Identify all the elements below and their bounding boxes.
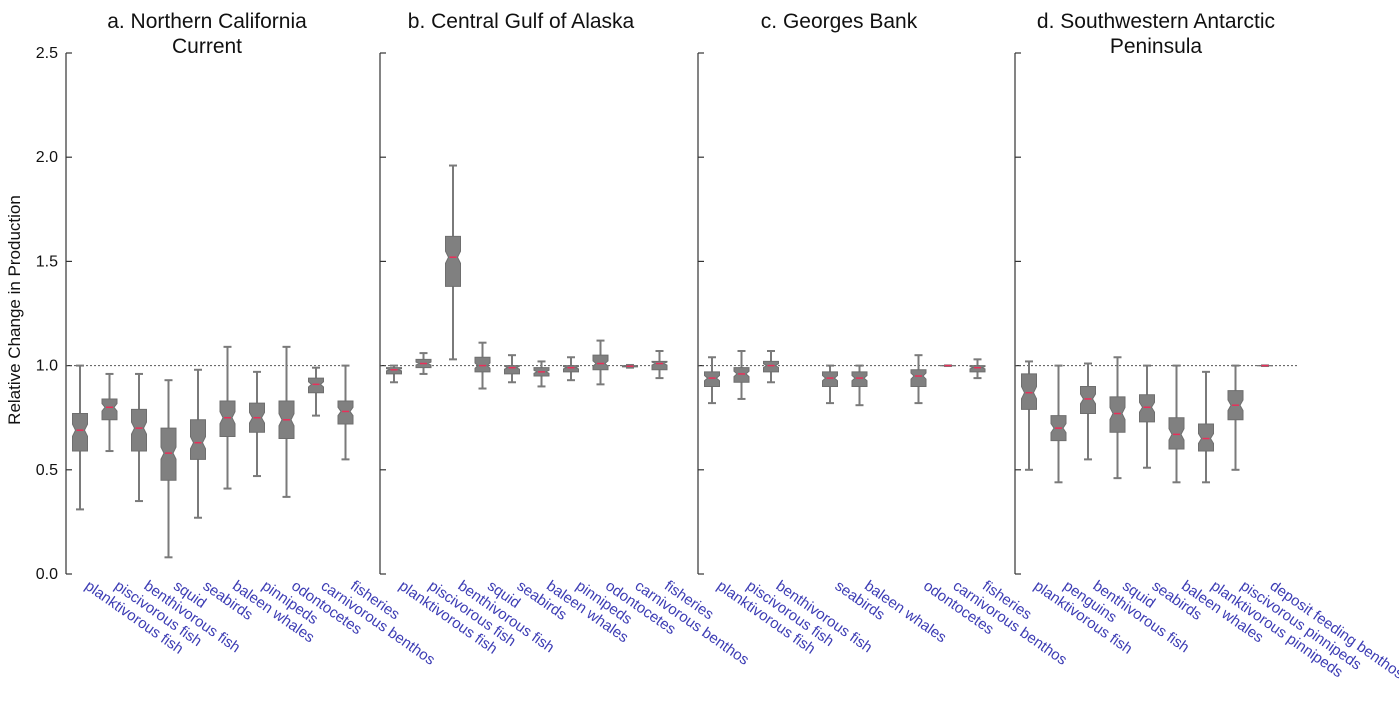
box-baleen-whales <box>1168 364 1185 484</box>
box <box>1080 385 1096 415</box>
panel-title: d. Southwestern Antarctic <box>1037 10 1275 33</box>
y-tick-label: 0.5 <box>36 462 58 479</box>
box-seabirds <box>190 368 206 519</box>
box <box>1198 423 1214 452</box>
box <box>563 365 579 373</box>
box <box>1021 373 1037 410</box>
box <box>1109 396 1126 433</box>
box-odontocetes <box>278 345 295 498</box>
box-baleen-whales <box>219 345 236 490</box>
box-squid <box>1109 356 1126 480</box>
box-planktivorous-fish <box>704 356 720 405</box>
box-piscivorous-pinnipeds <box>1227 364 1244 471</box>
box-baleen-whales <box>851 364 868 407</box>
box <box>72 413 88 452</box>
box-odontocetes <box>592 339 609 386</box>
box <box>969 365 986 373</box>
box-baleen-whales <box>533 360 550 388</box>
box <box>474 356 491 373</box>
box <box>445 235 461 287</box>
box <box>822 371 838 387</box>
box-carnivorous-benthos <box>622 363 638 369</box>
box <box>219 400 236 437</box>
box-deposit-feeding-benthos <box>1257 364 1273 368</box>
box-seabirds <box>1139 364 1155 469</box>
box <box>651 360 668 371</box>
box <box>504 365 520 375</box>
y-axis-label: Relative Change in Production <box>5 195 24 425</box>
box-planktivorous-fish <box>386 364 402 384</box>
y-axis-label-group: Relative Change in Production <box>5 195 24 425</box>
box <box>101 398 118 421</box>
box-benthivorous-fish <box>131 372 147 503</box>
box <box>910 369 927 387</box>
box-piscivorous-fish <box>101 372 118 453</box>
box <box>131 408 147 452</box>
box-penguins <box>1050 364 1067 484</box>
box-planktivorous-pinnipeds <box>1198 370 1214 484</box>
y-tick-label: 2.0 <box>36 149 58 166</box>
box-carnivorous-benthos <box>308 366 324 417</box>
box <box>592 354 609 371</box>
box <box>308 377 324 394</box>
box-planktivorous-fish <box>72 364 88 511</box>
box-squid <box>474 341 491 390</box>
box <box>1139 394 1155 423</box>
panel-title: c. Georges Bank <box>761 10 918 33</box>
panel-4: d. Southwestern AntarcticPeninsulaplankt… <box>1014 10 1399 683</box>
y-tick-label: 1.0 <box>36 358 58 375</box>
panel-title: Current <box>172 35 242 58</box>
box <box>160 427 177 481</box>
box <box>704 371 720 387</box>
box <box>733 367 750 383</box>
box-seabirds <box>504 354 520 384</box>
box <box>763 360 779 373</box>
panel-title: a. Northern California <box>107 10 307 33</box>
box-piscivorous-fish <box>733 350 750 400</box>
box-benthivorous-fish <box>445 164 461 361</box>
box-pinnipeds <box>249 370 265 478</box>
box-fisheries <box>651 350 668 380</box>
box-piscivorous-fish <box>415 352 432 375</box>
box <box>851 371 868 387</box>
y-tick-label: 1.5 <box>36 253 58 270</box>
box-seabirds <box>822 364 838 405</box>
box <box>190 419 206 460</box>
panel-title: b. Central Gulf of Alaska <box>408 10 635 33</box>
panel-title: Peninsula <box>1110 35 1203 58</box>
box-carnivorous-benthos <box>940 364 956 368</box>
box-benthivorous-fish <box>1080 362 1096 461</box>
box-benthivorous-fish <box>763 350 779 384</box>
y-tick-label: 2.5 <box>36 45 58 62</box>
box <box>337 400 354 425</box>
box-squid <box>160 379 177 559</box>
box-fisheries <box>337 364 354 461</box>
box-fisheries <box>969 358 986 380</box>
box <box>386 367 402 375</box>
box-odontocetes <box>910 354 927 405</box>
box-planktivorous-fish <box>1021 360 1037 471</box>
box <box>1168 417 1185 450</box>
y-tick-label: 0.0 <box>36 566 58 583</box>
box-pinnipeds <box>563 356 579 382</box>
